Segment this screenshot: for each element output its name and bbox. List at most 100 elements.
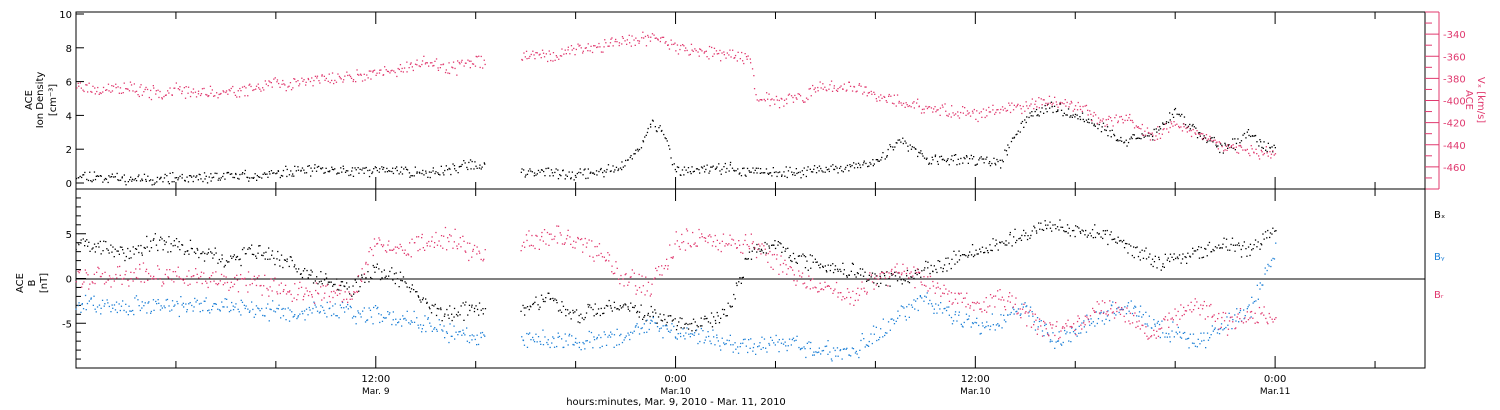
b-component-point xyxy=(1153,334,1155,336)
b-component-point xyxy=(138,305,140,307)
density-point xyxy=(635,149,637,151)
velocity-point xyxy=(1170,123,1173,125)
density-point xyxy=(427,176,429,178)
b-component-point xyxy=(304,293,306,295)
velocity-point xyxy=(930,107,933,109)
density-point xyxy=(1186,126,1188,129)
b-component-point xyxy=(272,300,274,302)
b-component-point xyxy=(742,338,745,341)
density-point xyxy=(769,172,771,174)
b-component-point xyxy=(308,306,310,309)
velocity-point xyxy=(96,90,98,93)
b-component-point xyxy=(1161,327,1163,329)
velocity-point xyxy=(299,83,301,85)
b-component-point xyxy=(547,343,549,346)
velocity-point xyxy=(860,85,862,87)
b-component-point xyxy=(954,298,957,300)
density-point xyxy=(746,167,749,170)
velocity-point xyxy=(1009,111,1012,114)
b-component-point xyxy=(1159,336,1161,339)
b-component-point xyxy=(382,245,384,248)
b-component-point xyxy=(1003,299,1005,301)
velocity-point xyxy=(321,75,323,77)
b-component-point xyxy=(112,307,114,309)
density-point xyxy=(204,178,206,180)
b-component-point xyxy=(854,352,857,354)
b-component-point xyxy=(1064,329,1066,332)
velocity-point xyxy=(76,87,78,89)
density-point xyxy=(350,174,352,176)
b-component-point xyxy=(768,342,770,345)
b-component-point xyxy=(168,236,170,238)
b-component-point xyxy=(1223,237,1225,239)
density-point xyxy=(1224,144,1227,146)
velocity-point xyxy=(402,71,404,73)
b-component-point xyxy=(141,254,143,256)
b-component-point xyxy=(1181,258,1184,260)
b-component-point xyxy=(111,251,113,253)
velocity-point xyxy=(1190,129,1192,132)
velocity-point xyxy=(1084,105,1086,107)
density-point xyxy=(904,140,906,142)
b-component-point xyxy=(899,315,901,317)
b-component-point xyxy=(809,254,811,256)
b-component-point xyxy=(1028,315,1030,317)
b-component-point xyxy=(687,242,689,245)
density-point xyxy=(536,173,538,175)
density-point xyxy=(605,171,607,173)
b-component-point xyxy=(945,288,947,290)
b-component-point xyxy=(999,242,1002,244)
density-point xyxy=(1172,116,1175,118)
b-component-point xyxy=(150,247,153,249)
b-component-point xyxy=(976,301,978,303)
b-component-point xyxy=(1218,312,1220,315)
b-component-point xyxy=(1169,260,1171,263)
b-component-point xyxy=(613,334,616,336)
b-component-point xyxy=(664,265,667,267)
b-component-point xyxy=(1173,336,1175,338)
b-component-point xyxy=(1012,306,1014,308)
b-component-point xyxy=(239,258,241,260)
b-component-point xyxy=(82,238,84,240)
b-component-point xyxy=(281,308,283,310)
b-component-point xyxy=(852,348,855,350)
velocity-point xyxy=(552,52,555,54)
velocity-point xyxy=(778,99,780,102)
velocity-point xyxy=(426,62,428,64)
b-component-point xyxy=(287,307,289,309)
density-point xyxy=(303,169,305,171)
b-component-point xyxy=(401,249,404,251)
velocity-point xyxy=(1270,153,1273,155)
velocity-point xyxy=(674,42,676,44)
density-point xyxy=(960,157,962,160)
b-component-point xyxy=(391,267,393,269)
density-point xyxy=(940,155,943,157)
b-component-point xyxy=(689,336,691,338)
density-point xyxy=(244,169,246,172)
b-component-point xyxy=(978,324,980,327)
b-component-point xyxy=(128,257,130,260)
velocity-point xyxy=(886,101,888,103)
velocity-point xyxy=(773,99,775,101)
b-component-point xyxy=(382,244,385,246)
velocity-point xyxy=(1272,150,1274,152)
velocity-point xyxy=(976,110,978,112)
b-component-point xyxy=(404,317,406,320)
velocity-point xyxy=(888,93,890,96)
b-component-point xyxy=(110,286,112,288)
velocity-point xyxy=(626,43,628,45)
b-component-point xyxy=(1267,229,1269,232)
density-point xyxy=(1025,121,1027,124)
b-component-point xyxy=(1030,234,1032,237)
b-component-point xyxy=(680,327,682,329)
b-component-point xyxy=(1207,244,1209,246)
b-component-point xyxy=(956,320,958,322)
b-component-point xyxy=(315,282,318,284)
b-component-point xyxy=(873,288,875,290)
b-component-point xyxy=(1254,322,1256,324)
b-component-point xyxy=(638,316,640,318)
velocity-point xyxy=(600,51,603,53)
b-component-point xyxy=(570,243,572,245)
velocity-point xyxy=(146,88,149,91)
b-component-point xyxy=(155,300,157,303)
